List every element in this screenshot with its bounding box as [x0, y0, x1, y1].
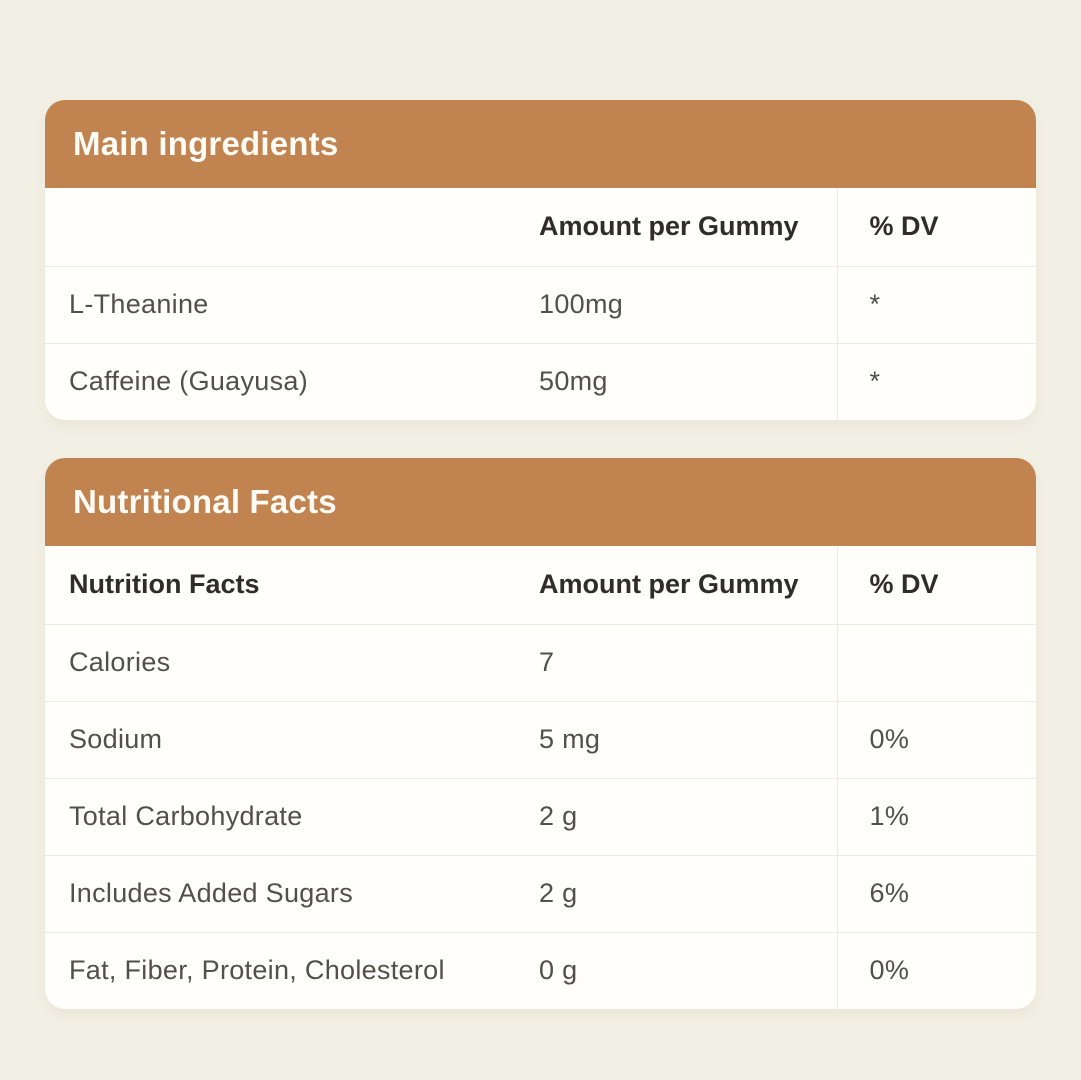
dv-cell: 1% [836, 778, 1036, 856]
main-ingredients-card: Main ingredients Amount per Gummy % DV L… [45, 100, 1036, 420]
dv-cell: 0% [836, 701, 1036, 779]
table-header-row: Amount per Gummy % DV [45, 188, 1036, 267]
table-row: L-Theanine 100mg * [45, 266, 1036, 344]
col-header-dv: % DV [836, 546, 1036, 625]
col-header-amount: Amount per Gummy [537, 546, 837, 625]
amount-cell: 2 g [537, 778, 837, 856]
main-ingredients-title: Main ingredients [73, 125, 339, 162]
nutrient-name-cell: Calories [45, 624, 537, 702]
table-row: Fat, Fiber, Protein, Cholesterol 0 g 0% [45, 932, 1036, 1009]
dv-cell: 6% [836, 855, 1036, 933]
nutritional-facts-table: Nutrition Facts Amount per Gummy % DV Ca… [45, 546, 1036, 1009]
nutrient-name-cell: Includes Added Sugars [45, 855, 537, 933]
dv-cell [836, 624, 1036, 702]
table-header-row: Nutrition Facts Amount per Gummy % DV [45, 546, 1036, 625]
amount-cell: 7 [537, 624, 837, 702]
col-header-blank [45, 188, 537, 267]
ingredient-name-cell: L-Theanine [45, 266, 537, 344]
table-row: Calories 7 [45, 624, 1036, 702]
table-row: Caffeine (Guayusa) 50mg * [45, 343, 1036, 420]
nutrient-name-cell: Fat, Fiber, Protein, Cholesterol [69, 955, 445, 986]
amount-cell: 2 g [537, 855, 837, 933]
table-row: Sodium 5 mg 0% [45, 701, 1036, 779]
amount-cell: 0 g [539, 955, 578, 986]
dv-cell: * [836, 266, 1036, 344]
amount-cell: 5 mg [537, 701, 837, 779]
nutritional-facts-title: Nutritional Facts [73, 483, 337, 520]
col-header-nutrition-facts: Nutrition Facts [45, 546, 537, 625]
dv-cell: 0% [836, 932, 1036, 1009]
main-ingredients-table: Amount per Gummy % DV L-Theanine 100mg *… [45, 188, 1036, 420]
nutritional-facts-card: Nutritional Facts Nutrition Facts Amount… [45, 458, 1036, 1009]
col-header-dv: % DV [836, 188, 1036, 267]
ingredient-name-cell: Caffeine (Guayusa) [69, 366, 309, 397]
main-ingredients-header-bar: Main ingredients [45, 100, 1036, 188]
amount-cell: 100mg [537, 266, 837, 344]
nutritional-facts-header-bar: Nutritional Facts [45, 458, 1036, 546]
nutrient-name-cell: Total Carbohydrate [45, 778, 537, 856]
table-row: Includes Added Sugars 2 g 6% [45, 855, 1036, 933]
dv-cell: * [836, 343, 1036, 420]
table-row: Total Carbohydrate 2 g 1% [45, 778, 1036, 856]
nutrient-name-cell: Sodium [45, 701, 537, 779]
amount-cell: 50mg [539, 366, 608, 397]
col-header-amount: Amount per Gummy [537, 188, 837, 267]
